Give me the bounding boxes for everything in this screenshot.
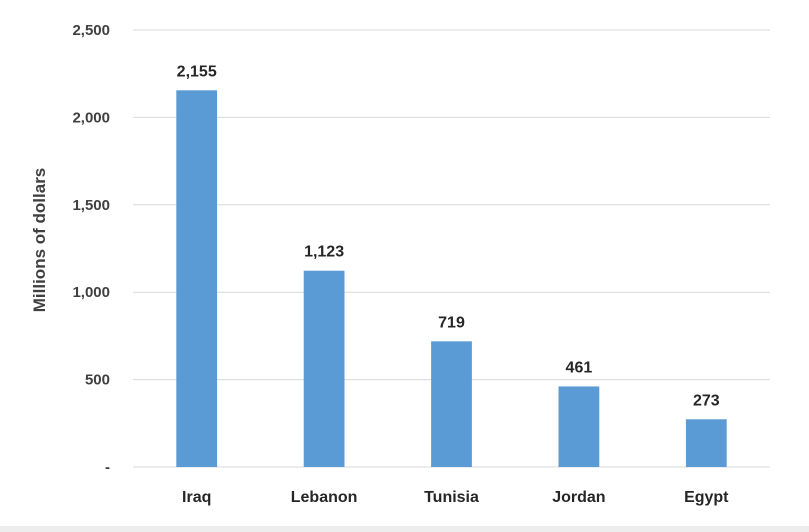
y-axis-ticks: - 500 1,000 1,500 2,000 2,500 — [72, 22, 110, 476]
y-tick-label: 500 — [85, 372, 110, 389]
bar-tunisia — [431, 341, 472, 467]
data-label-lebanon: 1,123 — [304, 244, 344, 261]
category-label-iraq: Iraq — [182, 489, 211, 506]
data-label-egypt: 273 — [693, 392, 720, 409]
bar-lebanon — [303, 270, 345, 467]
category-label-lebanon: Lebanon — [291, 489, 358, 506]
bottom-border — [0, 526, 809, 532]
category-label-jordan: Jordan — [552, 489, 605, 506]
bars — [176, 90, 727, 467]
y-tick-label: 1,000 — [72, 284, 110, 301]
y-tick-label: 2,500 — [72, 22, 110, 39]
bar-iraq — [176, 90, 218, 467]
y-tick-label: 2,000 — [72, 109, 110, 126]
y-tick-label: - — [105, 459, 110, 476]
x-axis-categories: Iraq Lebanon Tunisia Jordan Egypt — [182, 489, 729, 506]
data-label-jordan: 461 — [566, 359, 593, 376]
gridlines — [133, 29, 770, 468]
data-labels: 2,155 1,123 719 461 273 — [177, 63, 720, 409]
y-tick-label: 1,500 — [72, 197, 110, 214]
data-label-tunisia: 719 — [438, 314, 465, 331]
category-label-tunisia: Tunisia — [424, 489, 479, 506]
y-axis-title: Millions of dollars — [30, 168, 49, 313]
category-label-egypt: Egypt — [684, 489, 729, 506]
bar-jordan — [558, 386, 600, 467]
bar-egypt — [685, 419, 727, 467]
data-label-iraq: 2,155 — [177, 63, 217, 80]
